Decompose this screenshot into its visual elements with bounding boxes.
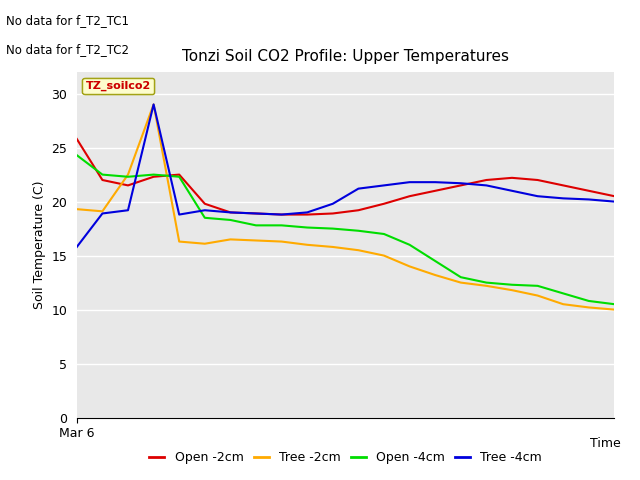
Tree -2cm xyxy=(508,287,516,293)
Tree -4cm xyxy=(150,101,157,107)
Open -2cm xyxy=(355,207,362,213)
Tree -4cm xyxy=(252,211,260,216)
Tree -4cm xyxy=(611,199,618,204)
Tree -2cm xyxy=(406,264,413,269)
Open -4cm xyxy=(175,174,183,180)
Open -4cm xyxy=(457,274,465,280)
Legend:  Open -2cm,  Tree -2cm,  Open -4cm,  Tree -4cm: Open -2cm, Tree -2cm, Open -4cm, Tree -4… xyxy=(145,446,547,469)
Legend: TZ_soilco2: TZ_soilco2 xyxy=(83,78,154,95)
Tree -2cm xyxy=(534,293,541,299)
Y-axis label: Soil Temperature (C): Soil Temperature (C) xyxy=(33,180,45,309)
Text: No data for f_T2_TC2: No data for f_T2_TC2 xyxy=(6,43,129,56)
Open -4cm xyxy=(534,283,541,289)
Tree -2cm xyxy=(99,208,106,214)
Open -2cm xyxy=(431,188,439,193)
Tree -4cm xyxy=(406,179,413,185)
Open -4cm xyxy=(124,174,132,180)
Tree -4cm xyxy=(175,212,183,217)
Open -4cm xyxy=(99,172,106,178)
Open -2cm xyxy=(406,193,413,199)
Title: Tonzi Soil CO2 Profile: Upper Temperatures: Tonzi Soil CO2 Profile: Upper Temperatur… xyxy=(182,49,509,64)
Tree -4cm xyxy=(355,186,362,192)
Open -2cm xyxy=(329,211,337,216)
Open -4cm xyxy=(303,225,311,230)
Line: Tree -2cm: Tree -2cm xyxy=(77,104,614,310)
Tree -4cm xyxy=(73,244,81,250)
Tree -4cm xyxy=(483,182,490,188)
Line: Tree -4cm: Tree -4cm xyxy=(77,104,614,247)
Tree -2cm xyxy=(355,247,362,253)
Tree -2cm xyxy=(380,252,388,258)
Open -2cm xyxy=(227,209,234,215)
Tree -2cm xyxy=(278,239,285,244)
Open -4cm xyxy=(611,301,618,307)
Open -4cm xyxy=(355,228,362,234)
Open -2cm xyxy=(559,182,567,188)
Open -4cm xyxy=(329,226,337,231)
Open -2cm xyxy=(278,212,285,217)
Open -2cm xyxy=(611,193,618,199)
Open -4cm xyxy=(483,280,490,286)
Open -2cm xyxy=(201,201,209,206)
Open -4cm xyxy=(431,258,439,264)
Open -2cm xyxy=(99,177,106,183)
Tree -2cm xyxy=(175,239,183,244)
Tree -2cm xyxy=(303,242,311,248)
Open -4cm xyxy=(508,282,516,288)
Tree -2cm xyxy=(150,101,157,107)
Open -4cm xyxy=(585,298,593,304)
Open -2cm xyxy=(508,175,516,180)
Tree -4cm xyxy=(585,197,593,203)
Line: Open -2cm: Open -2cm xyxy=(77,139,614,215)
Tree -4cm xyxy=(559,195,567,201)
Tree -2cm xyxy=(483,283,490,289)
Tree -4cm xyxy=(431,179,439,185)
Tree -2cm xyxy=(252,238,260,243)
Open -4cm xyxy=(278,223,285,228)
Tree -2cm xyxy=(559,301,567,307)
Tree -4cm xyxy=(99,211,106,216)
Open -2cm xyxy=(175,172,183,178)
Open -4cm xyxy=(227,217,234,223)
Open -2cm xyxy=(457,182,465,188)
Tree -2cm xyxy=(611,307,618,312)
Open -4cm xyxy=(73,152,81,158)
Tree -4cm xyxy=(457,180,465,186)
Tree -4cm xyxy=(201,207,209,213)
Tree -4cm xyxy=(227,209,234,215)
Open -4cm xyxy=(406,242,413,248)
Open -2cm xyxy=(303,212,311,217)
Open -2cm xyxy=(534,177,541,183)
Tree -2cm xyxy=(227,237,234,242)
Tree -2cm xyxy=(329,244,337,250)
Open -2cm xyxy=(124,182,132,188)
Open -2cm xyxy=(150,174,157,180)
Text: No data for f_T2_TC1: No data for f_T2_TC1 xyxy=(6,14,129,27)
Open -2cm xyxy=(252,211,260,216)
Tree -4cm xyxy=(534,193,541,199)
Open -4cm xyxy=(252,223,260,228)
Open -4cm xyxy=(201,215,209,221)
Tree -4cm xyxy=(508,188,516,193)
Tree -2cm xyxy=(201,241,209,247)
Tree -4cm xyxy=(278,212,285,217)
Tree -4cm xyxy=(124,207,132,213)
Open -4cm xyxy=(559,290,567,296)
Tree -4cm xyxy=(303,209,311,215)
Tree -2cm xyxy=(124,172,132,178)
Tree -4cm xyxy=(380,182,388,188)
Open -2cm xyxy=(483,177,490,183)
Open -2cm xyxy=(73,136,81,142)
Tree -2cm xyxy=(431,272,439,278)
Tree -4cm xyxy=(329,201,337,206)
Open -2cm xyxy=(585,188,593,193)
Open -4cm xyxy=(150,172,157,178)
Open -4cm xyxy=(380,231,388,237)
Line: Open -4cm: Open -4cm xyxy=(77,155,614,304)
Tree -2cm xyxy=(585,305,593,311)
Open -2cm xyxy=(380,201,388,206)
Text: Time: Time xyxy=(590,437,621,450)
Tree -2cm xyxy=(457,280,465,286)
Tree -2cm xyxy=(73,206,81,212)
